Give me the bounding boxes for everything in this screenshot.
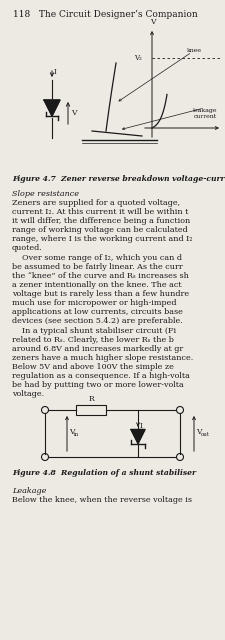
Text: R: R bbox=[88, 395, 94, 403]
Text: be assumed to be fairly linear. As the curr: be assumed to be fairly linear. As the c… bbox=[12, 263, 182, 271]
Text: In a typical shunt stabiliser circuit (Fi: In a typical shunt stabiliser circuit (F… bbox=[12, 327, 175, 335]
Text: much use for micropower or high-imped: much use for micropower or high-imped bbox=[12, 299, 176, 307]
Text: the “knee” of the curve and Rₛ increases sh: the “knee” of the curve and Rₛ increases… bbox=[12, 272, 188, 280]
Text: current I₂. At this current it will be within t: current I₂. At this current it will be w… bbox=[12, 208, 188, 216]
Polygon shape bbox=[130, 429, 144, 444]
Text: knee: knee bbox=[186, 47, 201, 52]
Text: Below the knee, when the reverse voltage is: Below the knee, when the reverse voltage… bbox=[12, 496, 191, 504]
Text: voltage but is rarely less than a few hundre: voltage but is rarely less than a few hu… bbox=[12, 290, 188, 298]
Text: Below 5V and above 100V the simple ze: Below 5V and above 100V the simple ze bbox=[12, 363, 173, 371]
Text: a zener intentionally on the knee. The act: a zener intentionally on the knee. The a… bbox=[12, 281, 181, 289]
Text: devices (see section 5.4.2) are preferable.: devices (see section 5.4.2) are preferab… bbox=[12, 317, 182, 325]
Text: voltage.: voltage. bbox=[12, 390, 44, 398]
Text: Slope resistance: Slope resistance bbox=[12, 190, 79, 198]
Text: I: I bbox=[54, 68, 56, 76]
Text: range of working voltage can be calculated: range of working voltage can be calculat… bbox=[12, 226, 187, 234]
Text: I: I bbox=[139, 422, 142, 430]
Text: Figure 4.8  Regulation of a shunt stabiliser: Figure 4.8 Regulation of a shunt stabili… bbox=[12, 469, 195, 477]
Text: Over some range of I₂, which you can d: Over some range of I₂, which you can d bbox=[12, 254, 181, 262]
Text: 118   The Circuit Designer’s Companion: 118 The Circuit Designer’s Companion bbox=[13, 10, 197, 19]
Text: quoted.: quoted. bbox=[12, 244, 43, 252]
Text: V₂: V₂ bbox=[133, 54, 141, 62]
Text: V: V bbox=[71, 109, 76, 117]
Text: around 6.8V and increases markedly at gr: around 6.8V and increases markedly at gr bbox=[12, 345, 182, 353]
Text: out: out bbox=[200, 432, 209, 437]
Text: zeners have a much higher slope resistance.: zeners have a much higher slope resistan… bbox=[12, 354, 192, 362]
Bar bbox=[76, 405, 106, 415]
Text: Figure 4.7  Zener reverse breakdown voltage-curr: Figure 4.7 Zener reverse breakdown volta… bbox=[12, 175, 223, 183]
Text: Zeners are supplied for a quoted voltage,: Zeners are supplied for a quoted voltage… bbox=[12, 199, 179, 207]
Text: regulation as a consequence. If a high-volta: regulation as a consequence. If a high-v… bbox=[12, 372, 189, 380]
Text: in: in bbox=[74, 432, 79, 437]
Text: applications at low currents, circuits base: applications at low currents, circuits b… bbox=[12, 308, 182, 316]
Text: related to Rₛ. Clearly, the lower Rₛ the b: related to Rₛ. Clearly, the lower Rₛ the… bbox=[12, 336, 173, 344]
Text: leakage
current: leakage current bbox=[192, 108, 216, 119]
Text: V: V bbox=[69, 428, 74, 435]
Text: be had by putting two or more lower-volta: be had by putting two or more lower-volt… bbox=[12, 381, 183, 389]
Polygon shape bbox=[44, 100, 60, 116]
Text: Leakage: Leakage bbox=[12, 487, 46, 495]
Text: V: V bbox=[150, 18, 155, 26]
Text: range, where I is the working current and I₂: range, where I is the working current an… bbox=[12, 235, 192, 243]
Text: V: V bbox=[195, 428, 201, 435]
Text: it will differ, the difference being a function: it will differ, the difference being a f… bbox=[12, 217, 189, 225]
